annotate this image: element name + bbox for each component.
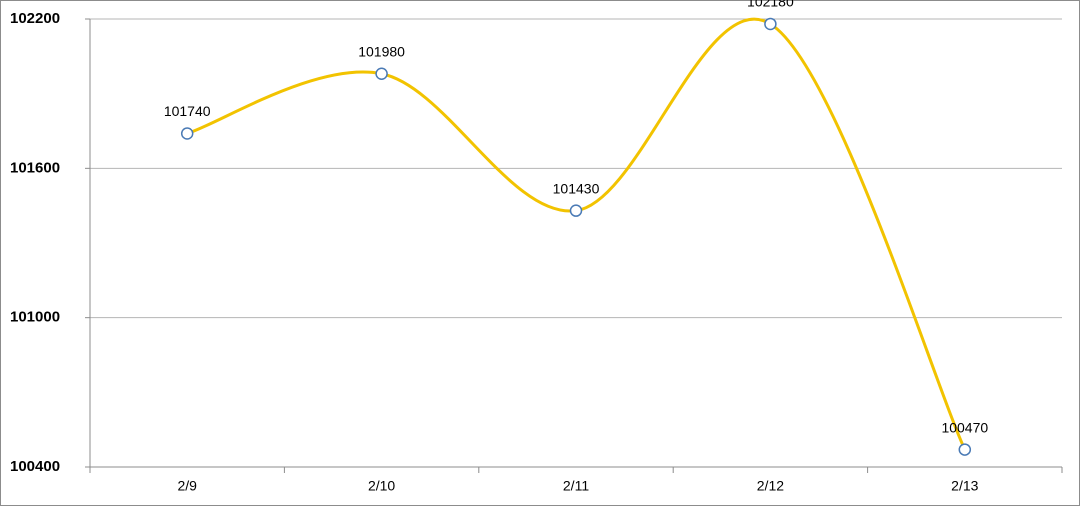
x-tick-label: 2/10 bbox=[368, 478, 395, 494]
data-label: 101430 bbox=[553, 180, 600, 196]
y-tick-label: 100400 bbox=[10, 458, 60, 475]
data-label: 102180 bbox=[747, 0, 794, 10]
data-point bbox=[569, 204, 583, 217]
y-tick-label: 101000 bbox=[10, 309, 60, 326]
data-point bbox=[764, 17, 777, 31]
x-tick-label: 2/12 bbox=[757, 478, 784, 494]
data-label: 101740 bbox=[164, 103, 211, 119]
y-tick-label: 102200 bbox=[10, 10, 60, 27]
x-tick-label: 2/11 bbox=[563, 478, 589, 494]
data-label: 100470 bbox=[941, 419, 988, 435]
x-tick-label: 2/13 bbox=[951, 478, 978, 494]
data-point bbox=[958, 443, 972, 456]
data-label: 101980 bbox=[358, 43, 405, 59]
data-line bbox=[186, 17, 967, 451]
data-point bbox=[180, 127, 194, 140]
data-point bbox=[375, 67, 388, 81]
x-tick-label: 2/9 bbox=[177, 478, 197, 494]
y-tick-label: 101600 bbox=[10, 159, 60, 176]
